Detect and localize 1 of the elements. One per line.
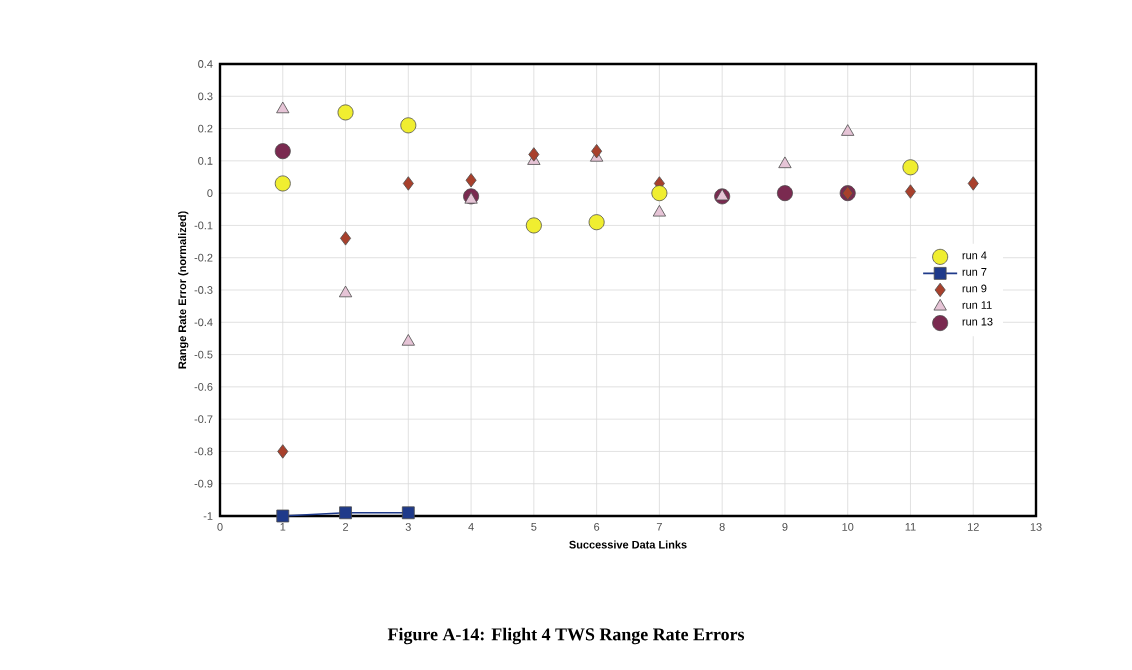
text: Figure A-14: Flight 4 TWS Range Rate Errors [387,627,745,645]
